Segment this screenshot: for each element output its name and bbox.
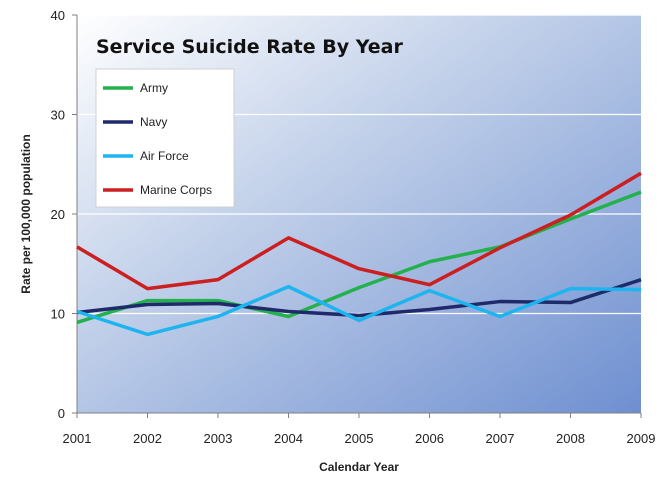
legend: Army Navy Air Force Marine Corps — [95, 68, 235, 208]
x-tick-label: 2004 — [274, 431, 303, 446]
x-tick-label: 2005 — [345, 431, 374, 446]
x-axis-title: Calendar Year — [319, 460, 399, 474]
series-lines — [76, 171, 642, 337]
x-tick-label: 2006 — [415, 431, 444, 446]
x-tick-label: 2002 — [133, 431, 162, 446]
y-tick-label: 10 — [51, 307, 65, 322]
series-line-air-force — [76, 284, 642, 337]
x-axis-ticks: 2001 2002 2003 2004 2005 2006 2007 2008 2009 — [63, 413, 656, 446]
legend-label: Navy — [140, 115, 167, 129]
y-axis-title: Rate per 100,000 population — [19, 134, 33, 293]
y-tick-label: 0 — [58, 406, 65, 421]
legend-box — [95, 68, 235, 208]
legend-label: Army — [140, 81, 168, 95]
legend-label: Marine Corps — [140, 183, 212, 197]
x-tick-label: 2001 — [63, 431, 92, 446]
series-line-marine-corps — [76, 171, 642, 291]
y-tick-label: 20 — [51, 207, 65, 222]
x-tick-label: 2008 — [556, 431, 585, 446]
x-tick-label: 2007 — [486, 431, 515, 446]
chart-title: Service Suicide Rate By Year — [96, 36, 403, 58]
legend-label: Air Force — [140, 149, 189, 163]
series-line-navy — [76, 278, 642, 318]
x-tick-label: 2003 — [204, 431, 233, 446]
y-axis-ticks: 0 10 20 30 40 — [51, 8, 77, 421]
y-tick-label: 30 — [51, 108, 65, 123]
y-tick-label: 40 — [51, 8, 65, 23]
x-tick-label: 2009 — [627, 431, 656, 446]
series-line-army — [76, 190, 642, 325]
